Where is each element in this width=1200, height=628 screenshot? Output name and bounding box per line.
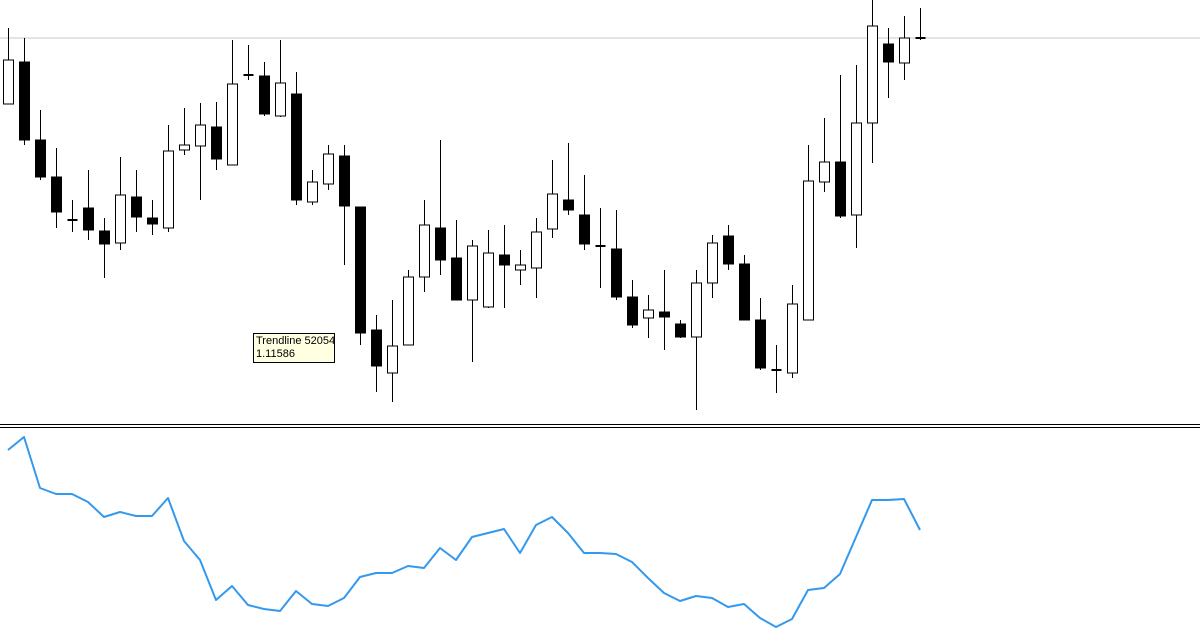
candle-body — [803, 180, 814, 321]
candle-body — [275, 82, 286, 117]
candle-body — [355, 206, 366, 334]
candle-body — [675, 323, 686, 338]
candle-body — [387, 345, 398, 374]
candle-body — [419, 224, 430, 278]
tooltip-text: Trendline 52054 — [256, 335, 335, 347]
candle-body — [739, 263, 750, 321]
candle-body — [435, 227, 446, 261]
candle-body — [835, 161, 846, 217]
candle-body — [83, 207, 94, 231]
candle-body — [35, 139, 46, 178]
candle-body — [563, 199, 574, 211]
candle-body — [147, 217, 158, 225]
tooltip-text: 1.11586 — [256, 348, 295, 360]
candle-body — [339, 155, 350, 207]
candle-body — [867, 25, 878, 124]
candle-body — [371, 329, 382, 367]
candle-body — [499, 254, 510, 266]
candle-body — [451, 257, 462, 301]
candle-body — [291, 93, 302, 201]
candle-body — [819, 161, 830, 183]
tooltip-box — [253, 333, 335, 363]
candle-body — [899, 37, 910, 64]
candle-body — [547, 193, 558, 230]
candle-body — [3, 59, 14, 105]
candle-body — [691, 282, 702, 338]
candle-body — [627, 296, 638, 326]
indicator-line — [7, 436, 921, 628]
candle-body — [467, 245, 478, 301]
candle-body — [787, 303, 798, 374]
candle-body — [195, 124, 206, 147]
candle-body — [851, 122, 862, 216]
candle-body — [323, 153, 334, 185]
candle-body — [163, 150, 174, 229]
candle-body — [723, 235, 734, 265]
candle-body — [515, 264, 526, 271]
candle-body — [211, 126, 222, 160]
candle-body — [755, 319, 766, 369]
candle-body — [579, 214, 590, 245]
candle-body — [131, 196, 142, 218]
candle-body — [259, 75, 270, 115]
candle-body — [179, 144, 190, 151]
candle-body — [707, 242, 718, 284]
candle-body — [659, 311, 670, 318]
candle-body — [51, 176, 62, 213]
candle-body — [483, 252, 494, 308]
candle-body — [611, 248, 622, 298]
candle-body — [883, 43, 894, 63]
candle-body — [115, 194, 126, 244]
candle-body — [19, 61, 30, 141]
candle-body — [531, 231, 542, 269]
candle-body — [403, 276, 414, 346]
candle-body — [227, 83, 238, 166]
candle-body — [99, 230, 110, 245]
candle-body — [307, 181, 318, 203]
candle-body — [643, 309, 654, 319]
